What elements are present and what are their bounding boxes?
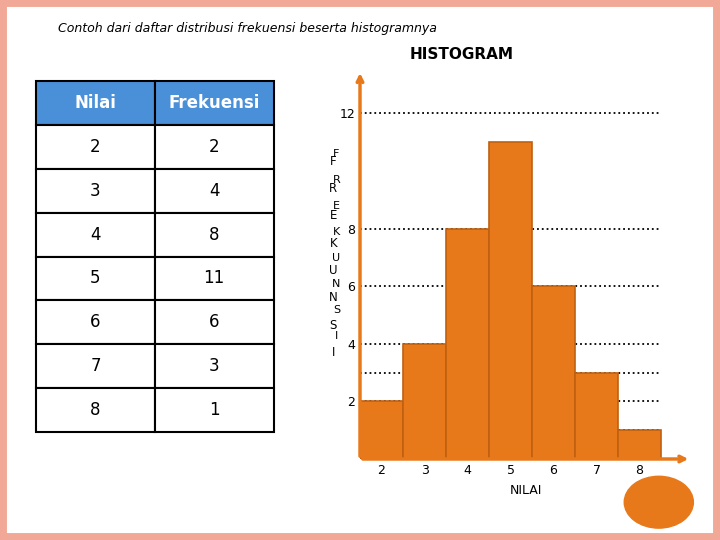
Bar <box>36 388 155 432</box>
Text: E: E <box>330 210 337 222</box>
Text: Nilai: Nilai <box>74 94 117 112</box>
Bar <box>532 286 575 459</box>
Text: 1: 1 <box>209 401 220 419</box>
Bar <box>618 430 661 459</box>
Text: S: S <box>330 319 337 332</box>
Text: R: R <box>333 176 341 185</box>
Text: 8: 8 <box>90 401 101 419</box>
Bar <box>155 81 274 125</box>
Bar <box>360 401 403 459</box>
Bar <box>155 300 274 345</box>
Bar <box>36 125 155 168</box>
Bar <box>36 345 155 388</box>
Text: HISTOGRAM: HISTOGRAM <box>410 47 513 62</box>
Bar <box>403 344 446 459</box>
Text: R: R <box>329 182 338 195</box>
Text: N: N <box>332 279 341 289</box>
Text: 4: 4 <box>90 226 101 244</box>
Text: 5: 5 <box>90 269 101 287</box>
Text: 11: 11 <box>204 269 225 287</box>
Text: F: F <box>330 154 337 167</box>
Bar <box>489 142 532 459</box>
X-axis label: NILAI: NILAI <box>510 484 541 497</box>
Text: U: U <box>329 264 338 277</box>
Bar <box>36 213 155 256</box>
Text: I: I <box>335 331 338 341</box>
Text: F: F <box>333 150 340 159</box>
Bar <box>36 168 155 213</box>
Bar <box>575 373 618 459</box>
Bar <box>446 228 489 459</box>
Text: 3: 3 <box>90 181 101 200</box>
Text: 2: 2 <box>209 138 220 156</box>
Text: Contoh dari daftar distribusi frekuensi beserta histogramnya: Contoh dari daftar distribusi frekuensi … <box>58 22 436 35</box>
Bar <box>36 81 155 125</box>
Text: Frekuensi: Frekuensi <box>168 94 260 112</box>
Bar <box>155 213 274 256</box>
Bar <box>36 300 155 345</box>
Text: S: S <box>333 305 340 315</box>
Bar <box>155 256 274 300</box>
Text: I: I <box>332 346 335 359</box>
Text: K: K <box>330 237 337 249</box>
Bar <box>155 125 274 168</box>
Text: U: U <box>333 253 341 263</box>
Bar <box>155 168 274 213</box>
Bar <box>36 256 155 300</box>
Text: 2: 2 <box>90 138 101 156</box>
Bar <box>155 345 274 388</box>
Text: 7: 7 <box>90 357 101 375</box>
Text: E: E <box>333 201 340 211</box>
Text: 4: 4 <box>209 181 220 200</box>
Text: K: K <box>333 227 340 237</box>
Text: 6: 6 <box>209 313 220 332</box>
Text: 6: 6 <box>90 313 101 332</box>
Text: N: N <box>329 292 338 305</box>
Bar <box>155 388 274 432</box>
Text: 8: 8 <box>209 226 220 244</box>
Text: 3: 3 <box>209 357 220 375</box>
